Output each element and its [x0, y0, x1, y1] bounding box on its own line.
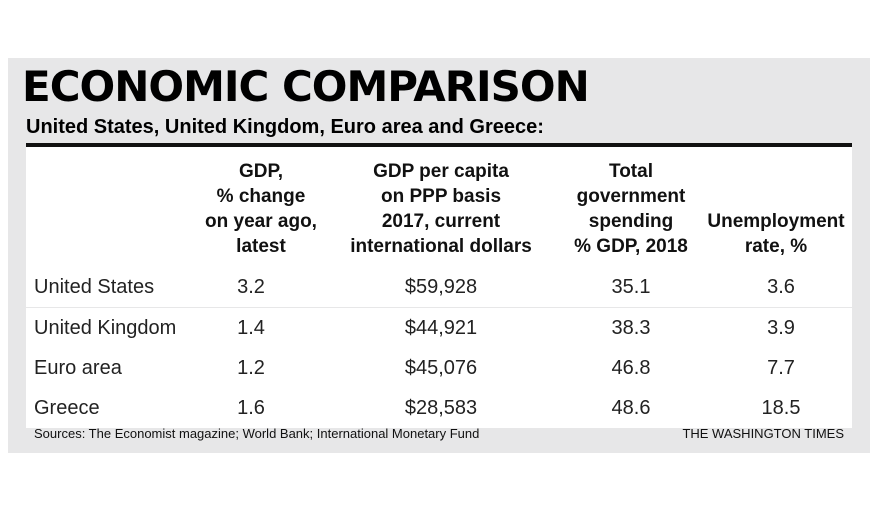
gdp-change-cell: 3.2 — [237, 276, 265, 298]
chart-title: ECONOMIC COMPARISON — [22, 62, 590, 111]
source-note: Sources: The Economist magazine; World B… — [34, 426, 480, 441]
gdp-per-capita-cell: $28,583 — [404, 397, 478, 419]
gdp-per-capita-cell: $45,076 — [404, 357, 478, 379]
gdp-per-capita-cell: $44,921 — [404, 317, 478, 339]
table-row: Euro area 1.2 $45,076 46.8 7.7 — [26, 348, 852, 388]
table-row: Greece 1.6 $28,583 48.6 18.5 — [26, 388, 852, 428]
government-spending-cell: 38.3 — [611, 317, 651, 339]
header-rule — [26, 143, 852, 147]
column-header-government-spending: Total government spending % GDP, 2018 — [574, 161, 688, 257]
table-row: United Kingdom 1.4 $44,921 38.3 3.9 — [26, 308, 852, 348]
unemployment-cell: 3.9 — [767, 317, 795, 339]
table-row: United States 3.2 $59,928 35.1 3.6 — [26, 267, 852, 307]
row-label: Euro area — [34, 357, 122, 379]
unemployment-cell: 7.7 — [767, 357, 795, 379]
publisher-credit: THE WASHINGTON TIMES — [682, 426, 844, 441]
gdp-per-capita-cell: $59,928 — [404, 276, 478, 298]
gdp-change-cell: 1.6 — [237, 397, 265, 419]
government-spending-cell: 48.6 — [611, 397, 651, 419]
row-label: Greece — [34, 397, 100, 419]
row-label: United Kingdom — [34, 317, 177, 339]
gdp-change-cell: 1.2 — [237, 357, 265, 379]
row-label: United States — [34, 276, 155, 298]
chart-subtitle: United States, United Kingdom, Euro area… — [26, 116, 544, 138]
column-header-unemployment: Unemployment rate, % — [707, 211, 845, 257]
column-header-gdp-change: GDP, % change on year ago, latest — [205, 161, 317, 257]
column-header-gdp-per-capita: GDP per capita on PPP basis 2017, curren… — [350, 161, 532, 257]
unemployment-cell: 18.5 — [761, 397, 801, 419]
gdp-change-cell: 1.4 — [237, 317, 265, 339]
unemployment-cell: 3.6 — [767, 276, 795, 298]
government-spending-cell: 35.1 — [611, 276, 651, 298]
government-spending-cell: 46.8 — [611, 357, 651, 379]
table-header: GDP, % change on year ago, latest GDP pe… — [26, 147, 852, 267]
